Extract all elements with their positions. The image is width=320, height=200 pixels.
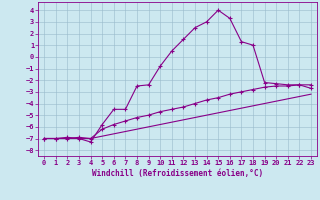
X-axis label: Windchill (Refroidissement éolien,°C): Windchill (Refroidissement éolien,°C): [92, 169, 263, 178]
